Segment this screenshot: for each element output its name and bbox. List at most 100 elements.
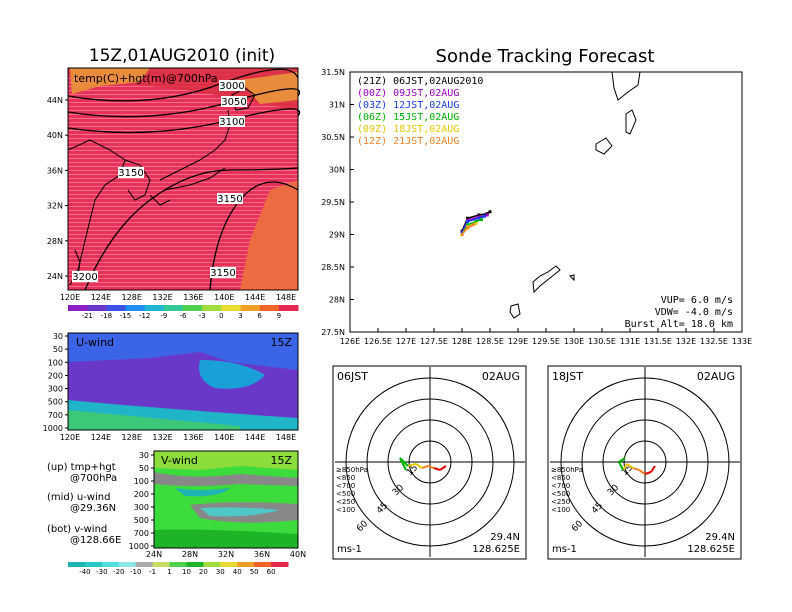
lat-tick-label: 28N — [47, 237, 63, 246]
pressure-tick-label: 100 — [48, 358, 63, 367]
colorbar-label: -21 — [81, 312, 92, 320]
u-wind-frame — [67, 332, 299, 431]
track-point — [485, 213, 489, 217]
legend-notes: (up) tmp+hgt @700hPa (mid) u-wind @29.36… — [47, 462, 121, 546]
track-lat-axis: 31.5N 31N 30.5N 30N 29.5N 29N 28.5N 28N 27.5N — [321, 68, 354, 337]
track-point — [474, 220, 478, 223]
track-point — [477, 216, 481, 220]
lon-tick-label: 136E — [183, 293, 203, 302]
hodo-level-label: <700 — [551, 482, 570, 490]
colorbar-swatch — [271, 562, 289, 567]
hodo-level-label: <850 — [551, 474, 570, 482]
track-point — [466, 223, 470, 227]
hodograph-right: 18JST 02AUG 29.4N 128.625E ms-1 15304560… — [547, 365, 742, 560]
param-vup: VUP= 6.0 m/s — [661, 295, 733, 306]
hodo-trace — [399, 457, 407, 471]
main-map-colorbar: -21 -18 -15 -12 -9 -6 -3 0 3 6 9 — [68, 305, 299, 320]
colorbar-label: -1 — [149, 568, 156, 576]
track-point — [482, 214, 486, 218]
lon-tick-label: 128E — [122, 293, 142, 302]
colorbar-swatch — [125, 305, 146, 311]
hodo-level-label: ≥850hPa — [336, 466, 368, 474]
pressure-tick-label: 200 — [48, 371, 63, 380]
lon-tick-label: 133E — [732, 337, 752, 346]
hodo-ring-label: 30 — [391, 483, 406, 498]
colorbar-label: -30 — [96, 568, 107, 576]
track-point — [460, 233, 464, 236]
hodo-trace — [407, 463, 417, 467]
lon-tick-label: 130E — [564, 337, 584, 346]
colorbar-swatch — [221, 305, 241, 311]
hodo-right-lat: 29.4N — [705, 532, 735, 543]
lon-tick-label: 124E — [91, 433, 111, 442]
note-bot-line1: (bot) v-wind — [47, 524, 107, 535]
u-wind-title: U-wind — [76, 336, 114, 349]
pressure-tick-label: 200 — [134, 490, 149, 499]
track-frame — [349, 71, 743, 333]
note-mid-line1: (mid) u-wind — [47, 492, 110, 503]
legend-entry: (12Z) 21JST,02AUG — [357, 136, 459, 147]
contour-label: 3150 — [217, 194, 242, 205]
lat-tick-label: 24N — [47, 272, 63, 281]
note-bot-line2: @128.66E — [70, 535, 121, 546]
track-title: Sonde Tracking Forecast — [436, 46, 655, 67]
colorbar-swatch — [68, 305, 88, 311]
colorbar-label: -6 — [180, 312, 188, 320]
track-point — [466, 216, 470, 220]
lat-tick-label: 40N — [290, 550, 306, 559]
pressure-tick-label: 300 — [134, 503, 149, 512]
lat-tick-label: 32N — [47, 202, 63, 211]
lon-tick-label: 129.5E — [532, 337, 560, 346]
contour-label: 3200 — [72, 272, 97, 283]
legend-entry: (06Z) 15JST,02AUG — [357, 112, 459, 123]
colorbar-label: -18 — [101, 312, 112, 320]
pressure-tick-label: 700 — [48, 411, 63, 420]
lon-tick-label: 140E — [214, 433, 234, 442]
colorbar-label: 3 — [238, 312, 242, 320]
colorbar-label: -10 — [130, 568, 141, 576]
param-burst: Burst Alt= 18.0 km — [625, 319, 733, 330]
hodo-right-date: 02AUG — [697, 370, 735, 383]
hodo-trace — [632, 467, 640, 471]
pressure-tick-label: 1000 — [129, 542, 149, 551]
colorbar-swatch — [135, 562, 154, 567]
lon-tick-label: 136E — [183, 433, 203, 442]
u-wind-surface-layer — [68, 410, 240, 430]
main-map-frame — [67, 67, 299, 291]
lon-tick-label: 127E — [396, 337, 416, 346]
colorbar-swatch — [101, 562, 120, 567]
lon-tick-label: 131E — [620, 337, 640, 346]
track-point — [466, 220, 470, 223]
hodo-left-time: 06JST — [337, 370, 368, 383]
legend-entry: (00Z) 09JST,02AUG — [357, 88, 459, 99]
hodo-left-frame — [332, 365, 527, 560]
contour-label: 3050 — [221, 97, 246, 108]
colorbar-swatch — [84, 562, 103, 567]
track-legend: (21Z) 06JST,02AUG2010(00Z) 09JST,02AUG(0… — [357, 76, 483, 147]
v-wind-colorbar: -40 -30 -20 -10 -1 1 10 20 30 40 50 60 — [68, 562, 289, 576]
pressure-tick-label: 50 — [53, 345, 63, 354]
lat-tick-label: 40N — [47, 131, 63, 140]
colorbar-swatch — [106, 305, 126, 311]
colorbar-swatch — [240, 305, 261, 311]
lon-tick-label: 128E — [122, 433, 142, 442]
lat-tick-label: 31.5N — [321, 68, 345, 77]
lon-tick-label: 131.5E — [644, 337, 672, 346]
lat-tick-label: 44N — [47, 96, 63, 105]
v-wind-neg-core — [175, 488, 230, 497]
lat-tick-label: 29N — [329, 231, 345, 240]
lon-tick-label: 132E — [676, 337, 696, 346]
contour-label: 3100 — [219, 117, 244, 128]
colorbar-swatch — [144, 305, 165, 311]
hodo-trace — [439, 465, 447, 471]
colorbar-label: 30 — [216, 568, 225, 576]
colorbar-swatch — [254, 562, 272, 567]
pressure-tick-label: 50 — [139, 464, 149, 473]
param-vdw: VDW= -4.0 m/s — [655, 307, 733, 318]
colorbar-label: 6 — [257, 312, 262, 320]
colorbar-label: -12 — [139, 312, 150, 320]
hodo-trace — [618, 461, 624, 471]
lon-tick-label: 132E — [152, 293, 172, 302]
lat-tick-label: 24N — [146, 550, 162, 559]
